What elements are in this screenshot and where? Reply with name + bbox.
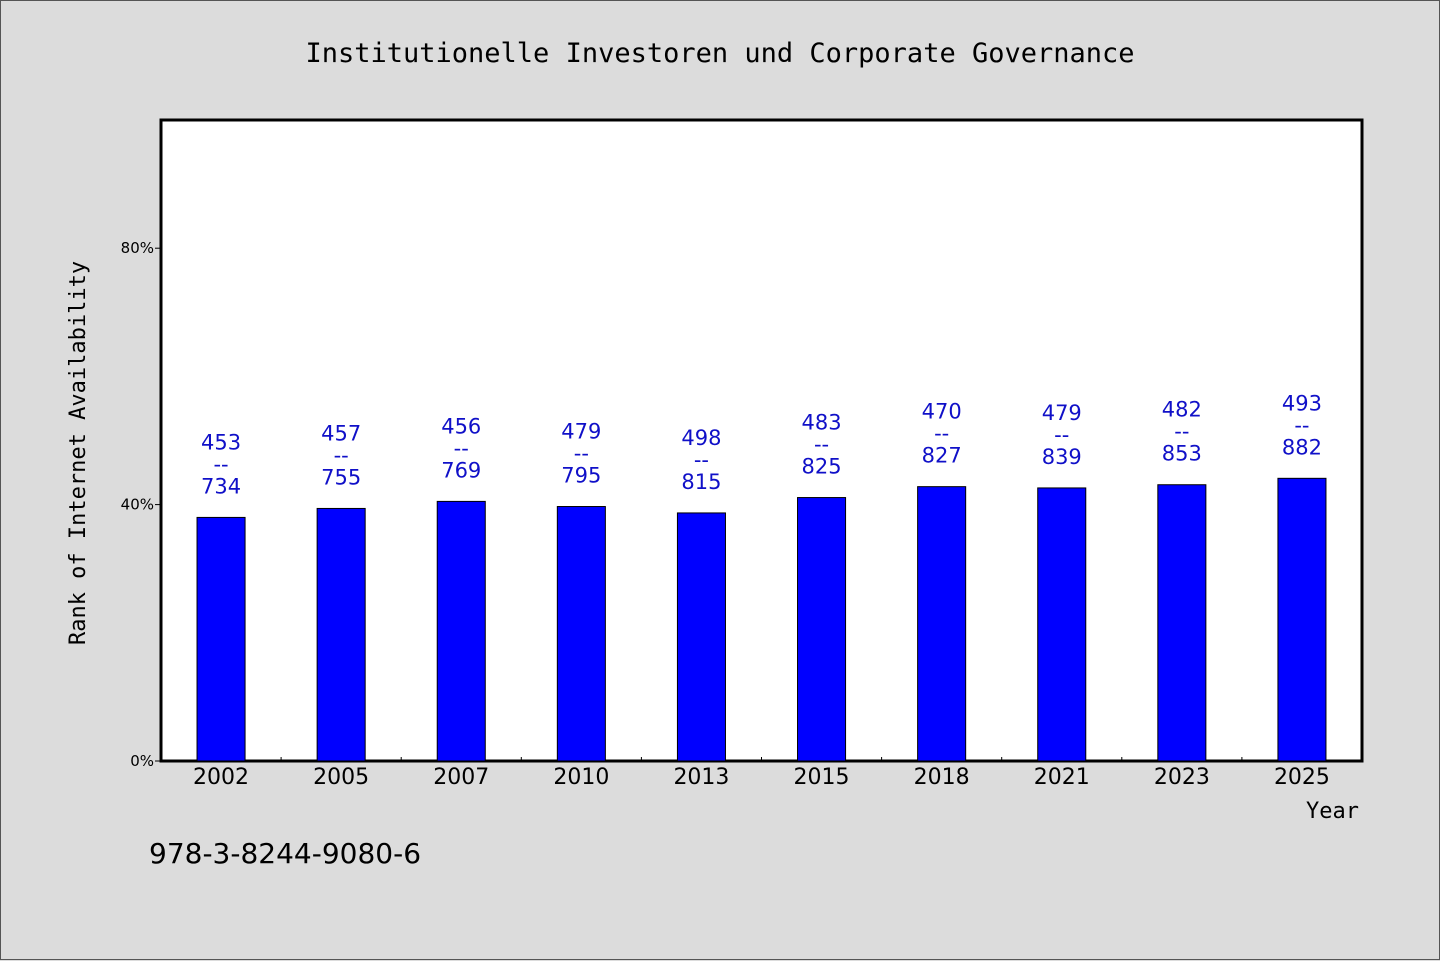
bar-label-2005-line-2: --	[334, 443, 349, 467]
bar-label-2002-line-2: --	[213, 452, 228, 476]
y-tick-label: 40%	[121, 496, 154, 514]
bar-label-2023-line-3: 853	[1162, 442, 1202, 466]
bar-label-2018-line-3: 827	[922, 444, 962, 468]
bar-label-2023-line-2: --	[1174, 420, 1189, 444]
bar-label-2023-line-1: 482	[1162, 398, 1202, 422]
bar-2018	[917, 486, 967, 762]
bar-label-2015-line-2: --	[814, 433, 829, 457]
bar-2013	[676, 512, 726, 762]
y-axis-title: Rank of Internet Availability	[66, 261, 91, 645]
bar-label-2018-line-2: --	[934, 422, 949, 446]
bar-label-2013-line-1: 498	[681, 426, 721, 450]
bar-label-2025-line-3: 882	[1282, 435, 1322, 459]
bar-label-2007-line-3: 769	[441, 458, 481, 482]
x-tick-label-2023: 2023	[1154, 765, 1210, 790]
bar-label-2013-line-2: --	[694, 448, 709, 472]
bar-label-2021-line-1: 479	[1042, 401, 1082, 425]
x-tick-label-2007: 2007	[433, 765, 489, 790]
bar-label-2002-line-3: 734	[201, 474, 241, 498]
bar-2023	[1157, 484, 1207, 762]
bar-labels-group: 453--734457--755456--769479--795498--815…	[201, 391, 1322, 498]
chart-title: Institutionelle Investoren und Corporate…	[305, 38, 1134, 69]
x-tick-label-2021: 2021	[1034, 765, 1090, 790]
bar-label-2015-line-3: 825	[802, 455, 842, 479]
bar-label-2018-line-1: 470	[922, 400, 962, 424]
x-axis-title: Year	[1306, 799, 1359, 824]
bar-label-2013-line-3: 815	[681, 470, 721, 494]
bar-2021	[1037, 487, 1087, 762]
bar-label-2025-line-2: --	[1294, 413, 1309, 437]
x-axis-ticks: 2002 2005 2007 2010 2013 2015 2018 2021 2023 2025	[193, 757, 1330, 790]
x-tick-label-2005: 2005	[313, 765, 369, 790]
isbn-text: 978-3-8244-9080-6	[149, 837, 421, 870]
x-tick-label-2010: 2010	[553, 765, 609, 790]
x-tick-label-2015: 2015	[794, 765, 850, 790]
x-tick-label-2002: 2002	[193, 765, 249, 790]
bar-2007	[436, 500, 486, 762]
bar-label-2007-line-1: 456	[441, 414, 481, 438]
bar-label-2010-line-1: 479	[561, 420, 601, 444]
x-tick-label-2018: 2018	[914, 765, 970, 790]
bar-label-2021-line-3: 839	[1042, 445, 1082, 469]
y-tick-label: 80%	[121, 239, 154, 257]
y-axis-ticks: 0% 40% 80%	[121, 239, 161, 770]
bar-2010	[556, 506, 606, 762]
bar-2015	[797, 497, 847, 762]
y-tick-label: 0%	[130, 752, 154, 770]
bars-group	[196, 477, 1327, 762]
bar-label-2025-line-1: 493	[1282, 391, 1322, 415]
bar-label-2010-line-3: 795	[561, 464, 601, 488]
bar-label-2005-line-1: 457	[321, 421, 361, 445]
bar-label-2007-line-2: --	[454, 436, 469, 460]
bar-label-2002-line-1: 453	[201, 430, 241, 454]
bar-2025	[1277, 477, 1327, 762]
x-tick-label-2013: 2013	[673, 765, 729, 790]
bar-label-2021-line-2: --	[1054, 423, 1069, 447]
bar-2005	[316, 507, 366, 762]
bar-label-2015-line-1: 483	[802, 411, 842, 435]
bar-label-2010-line-2: --	[574, 442, 589, 466]
x-tick-label-2025: 2025	[1274, 765, 1330, 790]
bar-label-2005-line-3: 755	[321, 465, 361, 489]
bar-2002	[196, 516, 246, 762]
